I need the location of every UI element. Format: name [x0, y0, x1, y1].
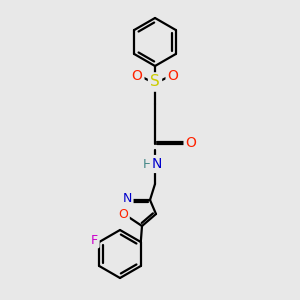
- Text: O: O: [186, 136, 196, 150]
- Text: N: N: [122, 193, 132, 206]
- Text: S: S: [150, 74, 160, 89]
- Text: O: O: [118, 208, 128, 220]
- Text: N: N: [152, 157, 162, 171]
- Text: O: O: [132, 69, 142, 83]
- Text: H: H: [142, 158, 152, 170]
- Text: F: F: [91, 233, 98, 247]
- Text: O: O: [168, 69, 178, 83]
